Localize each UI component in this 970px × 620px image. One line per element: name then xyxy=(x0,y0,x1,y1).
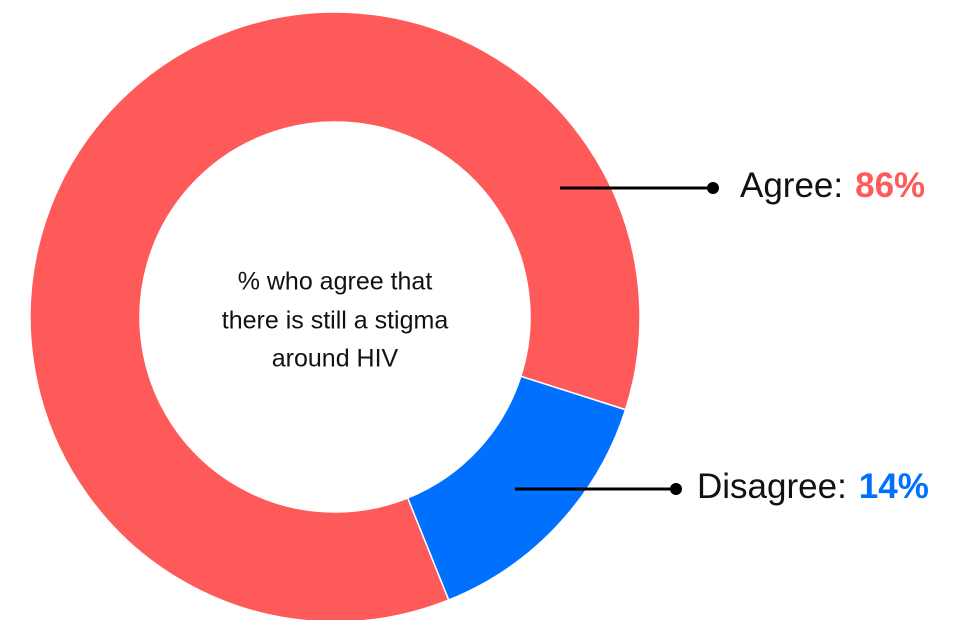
leader-dot xyxy=(707,182,719,194)
category-label: Agree: xyxy=(740,166,843,205)
value-label: 86% xyxy=(855,166,925,205)
center-text: there is still a stigma xyxy=(222,307,449,335)
category-label: Disagree: xyxy=(697,467,847,506)
segment-label: Disagree: 14% xyxy=(697,467,929,506)
center-text: around HIV xyxy=(272,345,399,373)
leader-dot xyxy=(670,483,682,495)
center-text: % who agree that xyxy=(238,268,433,296)
donut-segment xyxy=(29,11,641,620)
segment-label: Agree: 86% xyxy=(740,166,925,205)
value-label: 14% xyxy=(859,467,929,506)
